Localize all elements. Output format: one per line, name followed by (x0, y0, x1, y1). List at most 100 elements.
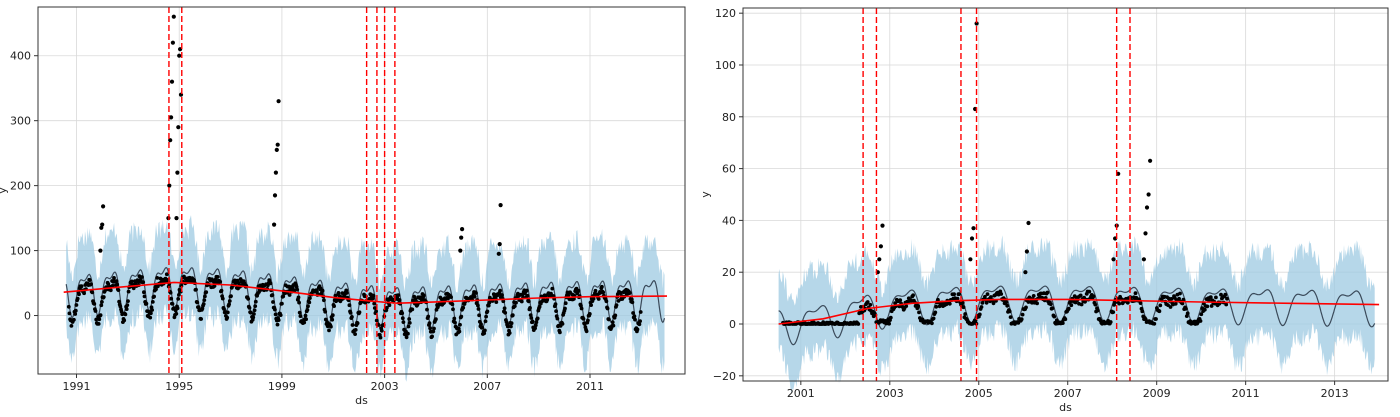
left-yhat-line (65, 266, 666, 330)
right-data-point (1108, 320, 1113, 324)
left-data-point (406, 324, 411, 329)
left-data-point (164, 272, 169, 277)
left-data-point (509, 324, 513, 329)
right-peak-point (974, 21, 979, 26)
left-data-point (601, 290, 606, 295)
right-data-point (898, 298, 903, 302)
left-data-point (227, 302, 232, 307)
left-data-point (227, 299, 232, 303)
right-trend-polyline (778, 298, 1380, 325)
left-x-axis-label: ds (355, 394, 368, 407)
left-data-point (563, 301, 568, 306)
left-data-point (576, 288, 581, 293)
left-data-point (631, 311, 635, 315)
left-peak-point (100, 222, 105, 227)
left-peak-point (498, 203, 503, 208)
right-data-point (1054, 318, 1059, 323)
left-data-point (553, 302, 558, 307)
left-data-point (330, 313, 335, 318)
right-data-point (1184, 306, 1188, 311)
left-data-point (514, 300, 518, 305)
right-data-point (868, 302, 873, 307)
right-data-point (961, 305, 966, 310)
left-data-point (204, 290, 209, 294)
left-peak-point (167, 183, 172, 188)
left-data-point (482, 331, 487, 336)
left-data-point (253, 299, 258, 304)
left-data-point (302, 320, 307, 325)
left-data-point (528, 313, 533, 317)
left-peak-point (171, 14, 176, 19)
left-data-point (295, 287, 300, 292)
right-data-point (1004, 300, 1009, 305)
left-data-point (614, 303, 619, 307)
right-data-point (930, 321, 934, 326)
right-trend-line (778, 298, 1380, 325)
right-data-point (1008, 315, 1013, 319)
left-data-point (372, 301, 377, 306)
left-data-point (512, 304, 517, 308)
left-data-point (353, 332, 357, 336)
left-peak-point (98, 248, 103, 253)
right-data-point (1078, 293, 1083, 298)
left-data-point (141, 280, 146, 284)
right-data-point (1007, 309, 1012, 314)
right-data-point (1091, 294, 1096, 299)
left-data-point (129, 279, 134, 284)
left-data-point (150, 300, 155, 304)
left-data-point (98, 313, 103, 317)
right-x-tick-label: 2007 (1054, 387, 1082, 400)
right-data-point (1019, 317, 1024, 322)
left-data-point (170, 302, 175, 306)
left-data-point (168, 290, 173, 295)
left-data-point (633, 317, 637, 322)
left-data-point (461, 305, 466, 310)
left-data-point (400, 311, 405, 316)
left-data-point (613, 313, 618, 318)
left-data-point (350, 315, 354, 319)
left-data-point (638, 310, 643, 314)
left-peak-point (176, 125, 181, 130)
left-data-point (220, 296, 225, 301)
left-data-point (118, 304, 123, 309)
left-data-point (476, 303, 480, 308)
left-data-point (306, 304, 310, 309)
right-data-point (957, 292, 962, 296)
left-x-tick-label: 1999 (268, 380, 296, 393)
left-data-point (410, 307, 415, 312)
left-data-point (406, 331, 410, 336)
left-data-point (253, 304, 258, 308)
right-data-point (977, 312, 982, 317)
left-data-point (476, 307, 481, 311)
right-data-point (1079, 302, 1084, 307)
left-data-point (421, 293, 426, 298)
left-data-point (353, 328, 358, 332)
left-x-tick-label: 2003 (371, 380, 399, 393)
left-uncertainty-band (66, 215, 665, 382)
left-data-point (584, 329, 589, 334)
left-data-point (472, 294, 477, 299)
right-y-tick-label: 40 (722, 214, 736, 227)
right-data-point (1052, 314, 1057, 319)
right-data-point (1016, 321, 1021, 325)
chart-left: 1991 1995 1999 2003 2007 2011 0 100 200 300 400 d… (0, 6, 686, 407)
left-data-point (154, 287, 158, 292)
left-peak-point (101, 204, 106, 209)
left-data-point (222, 307, 226, 311)
left-data-point (117, 299, 121, 304)
right-data-point (1140, 309, 1145, 314)
left-forecast-line (65, 266, 666, 330)
left-data-point (491, 292, 496, 297)
left-data-point (501, 299, 506, 304)
left-data-point (618, 290, 623, 295)
right-data-point (1177, 296, 1181, 301)
left-data-point (401, 320, 406, 324)
left-data-point (558, 330, 562, 335)
left-data-point (477, 313, 481, 318)
left-data-point (545, 297, 550, 302)
left-data-point (430, 334, 434, 339)
left-data-point (247, 306, 252, 310)
left-data-point (376, 323, 381, 327)
left-data-point (148, 315, 153, 320)
left-peak-point (497, 242, 502, 247)
